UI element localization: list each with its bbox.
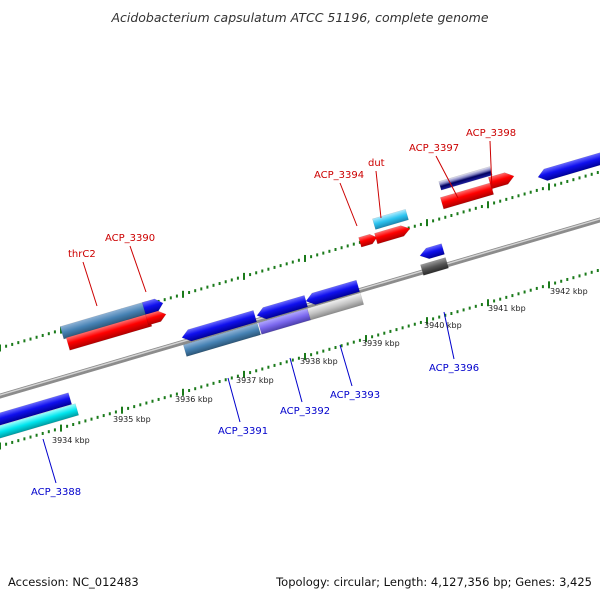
gene-label-acp-3390[interactable]: ACP_3390 — [105, 233, 155, 244]
gene-label-acp-3397[interactable]: ACP_3397 — [409, 143, 459, 154]
reverse-gene-labels: ACP_3388 ACP_3391 ACP_3392 ACP_3393 ACP_… — [31, 363, 479, 498]
leader-line — [289, 357, 303, 403]
gene-label-dut[interactable]: dut — [368, 158, 385, 169]
scale-label-3942: 3942 kbp — [550, 287, 588, 296]
leader-line — [443, 311, 455, 360]
gene-acp-3391[interactable] — [180, 310, 258, 343]
gene-label-acp-3396[interactable]: ACP_3396 — [429, 363, 479, 374]
accession-label: Accession: NC_012483 — [8, 575, 139, 589]
leader-line — [227, 377, 241, 423]
leader-line — [339, 344, 353, 387]
leader-line — [375, 170, 382, 219]
scale-label-3939: 3939 kbp — [362, 339, 400, 348]
leader-line — [435, 155, 459, 199]
map-title: Acidobacterium capsulatum ATCC 51196, co… — [111, 10, 489, 25]
scale-label-3938: 3938 kbp — [300, 357, 338, 366]
gene-right[interactable] — [536, 149, 600, 183]
gene-label-acp-3388[interactable]: ACP_3388 — [31, 487, 81, 498]
gene-label-acp-3391[interactable]: ACP_3391 — [218, 426, 268, 437]
scale-labels: 3934 kbp 3935 kbp 3936 kbp 3937 kbp 3938… — [52, 287, 588, 445]
lower-tick-track — [0, 269, 599, 450]
leader-line — [339, 182, 358, 227]
scale-label-3941: 3941 kbp — [488, 304, 526, 313]
gene-thrC2-end[interactable] — [141, 297, 165, 316]
gene-acp-3396b[interactable] — [420, 257, 449, 276]
scale-label-3940: 3940 kbp — [424, 321, 462, 330]
gene-acp-3392b[interactable] — [257, 308, 312, 335]
gene-acp-3388b[interactable] — [0, 403, 80, 440]
gene-features — [0, 149, 600, 440]
gene-dut-sky[interactable] — [372, 208, 409, 230]
gene-label-acp-3393[interactable]: ACP_3393 — [330, 390, 380, 401]
forward-gene-labels: thrC2 ACP_3390 ACP_3394 dut ACP_3397 ACP… — [68, 128, 516, 260]
scale-label-3935: 3935 kbp — [113, 415, 151, 424]
gene-acp-3392[interactable] — [255, 295, 309, 321]
gene-label-acp-3394[interactable]: ACP_3394 — [314, 170, 364, 181]
gene-acp-3390[interactable] — [65, 313, 153, 351]
gene-dut[interactable] — [374, 223, 411, 245]
gene-acp-3396[interactable] — [418, 243, 445, 261]
leader-line — [129, 245, 147, 293]
gene-acp-3390-end[interactable] — [145, 309, 167, 326]
leader-line — [489, 140, 493, 191]
gene-acp-3398[interactable] — [438, 166, 493, 191]
gene-label-thrC2[interactable]: thrC2 — [68, 249, 96, 260]
gene-acp-3391b[interactable] — [182, 322, 262, 357]
scale-label-3934: 3934 kbp — [52, 436, 90, 445]
leader-line — [82, 261, 98, 307]
gene-acp-3393b[interactable] — [306, 292, 365, 321]
gene-acp-3397[interactable] — [439, 182, 495, 210]
leader-line — [42, 438, 57, 484]
scale-label-3936: 3936 kbp — [175, 395, 213, 404]
gene-label-acp-3398[interactable]: ACP_3398 — [466, 128, 516, 139]
gene-acp-3394[interactable] — [358, 233, 379, 248]
gene-acp-3397-end[interactable] — [487, 170, 515, 190]
genome-summary: Topology: circular; Length: 4,127,356 bp… — [276, 575, 592, 589]
scale-label-3937: 3937 kbp — [236, 376, 274, 385]
gene-acp-3393[interactable] — [304, 279, 361, 307]
gene-label-acp-3392[interactable]: ACP_3392 — [280, 406, 330, 417]
label-leader-lines — [42, 140, 493, 484]
gene-acp-3388-arrow[interactable] — [0, 392, 73, 427]
